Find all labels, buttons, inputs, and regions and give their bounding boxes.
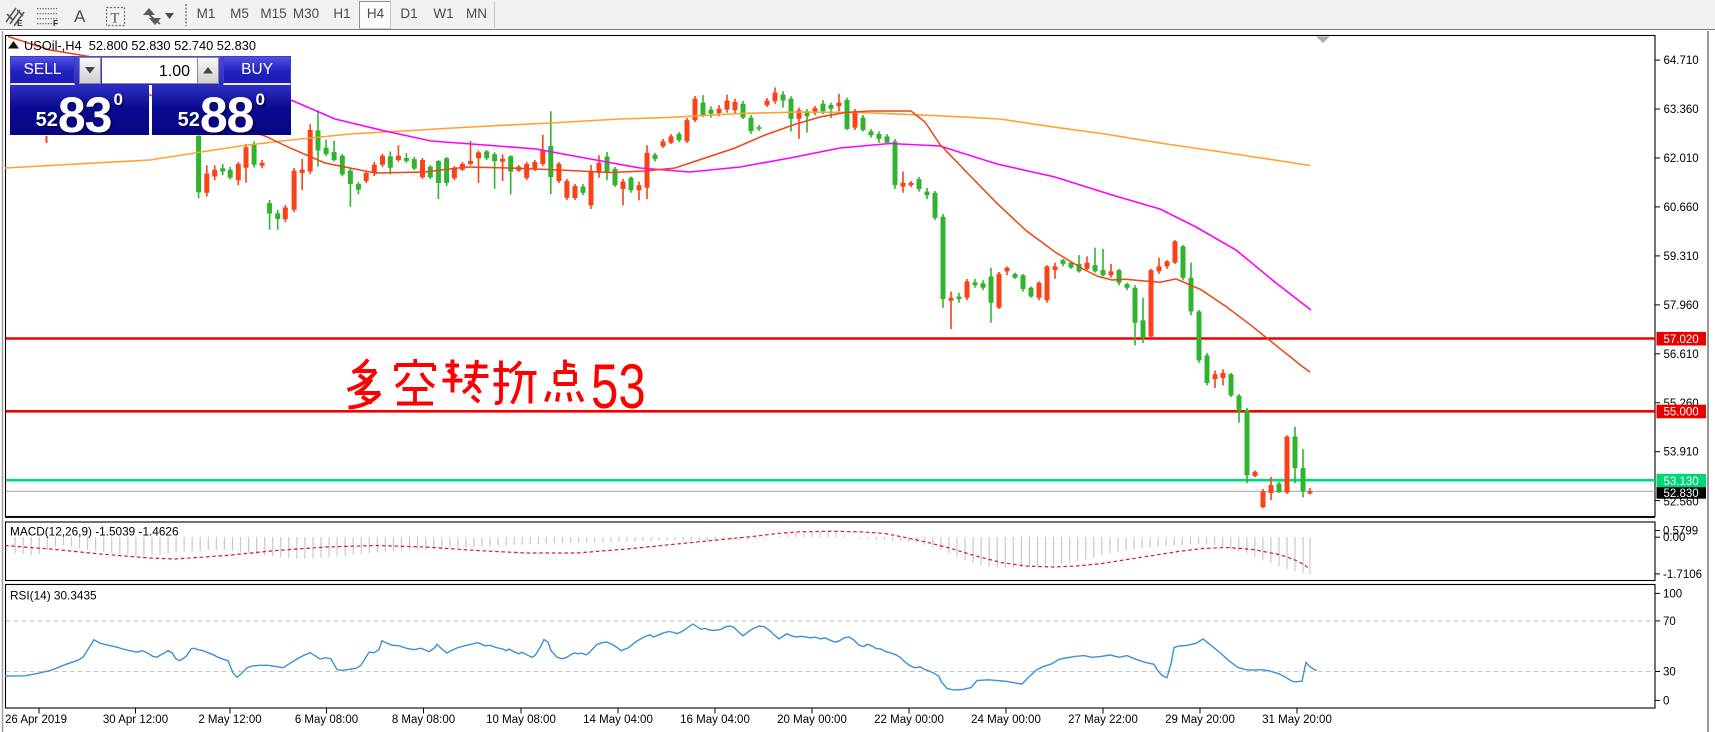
svg-text:A: A xyxy=(74,7,86,26)
svg-text:30: 30 xyxy=(1663,667,1676,679)
svg-text:59.310: 59.310 xyxy=(1664,251,1699,263)
svg-text:0: 0 xyxy=(1663,695,1669,707)
svg-text:2 May 12:00: 2 May 12:00 xyxy=(198,714,261,726)
svg-text:30 Apr 12:00: 30 Apr 12:00 xyxy=(103,714,168,726)
svg-text:26 Apr 2019: 26 Apr 2019 xyxy=(5,714,67,726)
svg-text:52.830: 52.830 xyxy=(1664,488,1699,500)
svg-text:52.560: 52.560 xyxy=(1664,497,1699,509)
svg-text:20 May 00:00: 20 May 00:00 xyxy=(777,714,847,726)
svg-text:-1.7106: -1.7106 xyxy=(1663,569,1702,581)
svg-text:57.020: 57.020 xyxy=(1664,334,1699,346)
svg-text:62.010: 62.010 xyxy=(1664,153,1699,165)
svg-text:USOil-,H4 52.800 52.830 52.74: USOil-,H4 52.800 52.830 52.740 52.830 xyxy=(24,38,256,53)
svg-text:14 May 04:00: 14 May 04:00 xyxy=(583,714,653,726)
svg-text:60.660: 60.660 xyxy=(1664,202,1699,214)
svg-text:63.360: 63.360 xyxy=(1664,104,1699,116)
svg-text:64.710: 64.710 xyxy=(1664,55,1699,67)
svg-text:100: 100 xyxy=(1663,588,1682,600)
svg-text:E: E xyxy=(17,18,23,28)
svg-text:31 May 20:00: 31 May 20:00 xyxy=(1262,714,1332,726)
svg-text:57.960: 57.960 xyxy=(1664,300,1699,312)
svg-text:29 May 20:00: 29 May 20:00 xyxy=(1165,714,1235,726)
svg-text:6 May 08:00: 6 May 08:00 xyxy=(295,714,358,726)
svg-text:16 May 04:00: 16 May 04:00 xyxy=(680,714,750,726)
svg-text:10 May 08:00: 10 May 08:00 xyxy=(486,714,556,726)
svg-text:MACD(12,26,9) -1.5039 -1.4626: MACD(12,26,9) -1.5039 -1.4626 xyxy=(10,525,179,539)
svg-text:8 May 08:00: 8 May 08:00 xyxy=(392,714,455,726)
svg-text:0.5799: 0.5799 xyxy=(1663,526,1698,538)
svg-text:27 May 22:00: 27 May 22:00 xyxy=(1068,714,1138,726)
svg-text:70: 70 xyxy=(1663,616,1676,628)
svg-text:53: 53 xyxy=(591,351,646,421)
svg-text:53.910: 53.910 xyxy=(1664,447,1699,459)
svg-text:53.130: 53.130 xyxy=(1664,476,1699,488)
svg-text:24 May 00:00: 24 May 00:00 xyxy=(971,714,1041,726)
svg-text:22 May 00:00: 22 May 00:00 xyxy=(874,714,944,726)
svg-text:56.610: 56.610 xyxy=(1664,349,1699,361)
svg-text:T: T xyxy=(111,11,120,27)
svg-text:55.000: 55.000 xyxy=(1664,407,1699,419)
svg-text:0.00: 0.00 xyxy=(1663,532,1685,544)
svg-text:F: F xyxy=(53,18,58,28)
svg-text:RSI(14) 30.3435: RSI(14) 30.3435 xyxy=(10,589,97,603)
